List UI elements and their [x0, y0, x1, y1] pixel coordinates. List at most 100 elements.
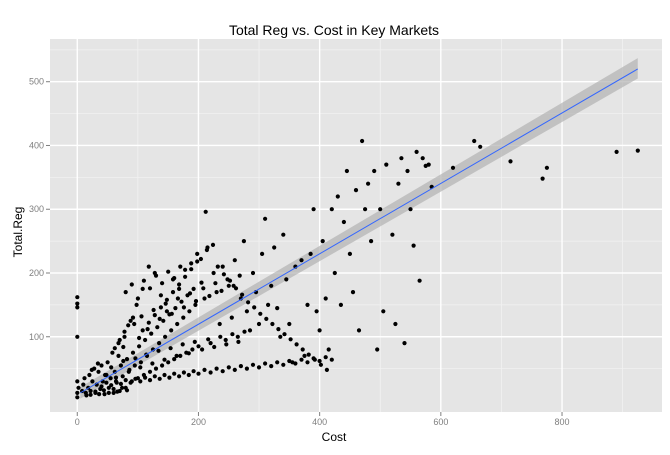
data-point	[210, 242, 216, 247]
data-point	[161, 318, 166, 323]
data-point	[164, 297, 169, 302]
data-point	[121, 344, 126, 350]
data-point	[208, 341, 213, 346]
data-point	[187, 309, 192, 314]
data-point	[89, 367, 94, 372]
data-point	[186, 372, 191, 378]
data-point	[132, 363, 137, 368]
data-point	[138, 365, 143, 370]
data-point	[408, 207, 413, 212]
data-point	[299, 258, 304, 263]
confidence-band	[80, 58, 638, 399]
data-point	[540, 176, 545, 181]
x-tick-label: 400	[312, 417, 327, 427]
data-point	[230, 332, 235, 337]
data-point	[115, 389, 120, 394]
data-point	[108, 376, 113, 381]
data-point	[472, 138, 477, 144]
data-point	[75, 305, 80, 310]
data-point	[103, 372, 108, 378]
data-point	[137, 335, 142, 341]
data-point	[308, 251, 313, 256]
data-point	[147, 378, 153, 383]
data-point	[140, 286, 145, 291]
data-point	[329, 207, 334, 212]
data-point	[344, 168, 349, 174]
data-point	[372, 168, 377, 174]
data-point	[318, 362, 323, 367]
data-point	[221, 272, 226, 277]
data-point	[130, 315, 136, 320]
data-point	[166, 360, 171, 365]
data-point	[189, 261, 194, 266]
data-point	[366, 181, 371, 186]
data-point	[635, 148, 640, 153]
data-point	[128, 380, 133, 385]
data-point	[158, 293, 163, 298]
data-point	[110, 350, 115, 355]
data-point	[146, 264, 151, 269]
data-point	[338, 302, 343, 307]
data-point	[305, 360, 310, 365]
data-point	[384, 162, 389, 167]
data-point	[178, 264, 183, 269]
data-point	[287, 358, 292, 364]
data-point	[143, 375, 148, 380]
data-point	[356, 328, 362, 333]
y-tick-label: 100	[29, 332, 44, 342]
data-point	[275, 360, 280, 365]
data-point	[175, 321, 180, 327]
data-point	[353, 188, 359, 193]
data-point	[287, 321, 292, 327]
x-axis-ticks: 0 200 400 600 800	[75, 412, 570, 427]
data-point	[305, 302, 310, 307]
data-point	[147, 369, 153, 374]
data-point	[196, 344, 201, 349]
data-point	[201, 286, 206, 291]
data-point	[109, 383, 114, 388]
data-point	[169, 311, 174, 316]
data-point	[226, 365, 231, 370]
data-point	[347, 251, 352, 256]
data-point	[276, 327, 281, 332]
data-point	[177, 286, 182, 291]
data-point	[75, 379, 80, 384]
data-point	[104, 380, 109, 385]
data-point	[212, 344, 217, 350]
y-tick-label: 500	[29, 77, 44, 87]
data-point	[163, 334, 168, 339]
data-point	[244, 366, 249, 371]
data-point	[193, 299, 199, 304]
data-point	[95, 361, 100, 366]
data-point	[162, 357, 167, 362]
data-point	[120, 385, 125, 390]
data-point	[223, 337, 228, 343]
data-point	[236, 339, 241, 344]
data-point	[139, 314, 144, 319]
data-point	[88, 392, 93, 397]
data-point	[323, 355, 328, 360]
data-point	[186, 351, 191, 356]
data-point	[195, 251, 200, 256]
data-point	[293, 361, 298, 366]
data-point	[122, 329, 127, 334]
data-point	[149, 331, 154, 336]
data-point	[203, 209, 208, 214]
data-point	[172, 357, 177, 362]
data-point	[256, 365, 262, 370]
data-point	[99, 384, 104, 389]
data-point	[117, 337, 122, 343]
data-point	[270, 321, 275, 327]
data-point	[187, 291, 193, 296]
data-point	[240, 292, 245, 297]
data-point	[272, 245, 277, 250]
data-point	[417, 278, 422, 283]
data-point	[314, 309, 319, 314]
data-point	[244, 309, 249, 314]
data-point	[614, 149, 619, 154]
data-point	[282, 332, 287, 337]
data-point	[157, 316, 162, 321]
data-point	[124, 388, 130, 393]
data-point	[76, 385, 81, 390]
data-point	[179, 299, 184, 304]
